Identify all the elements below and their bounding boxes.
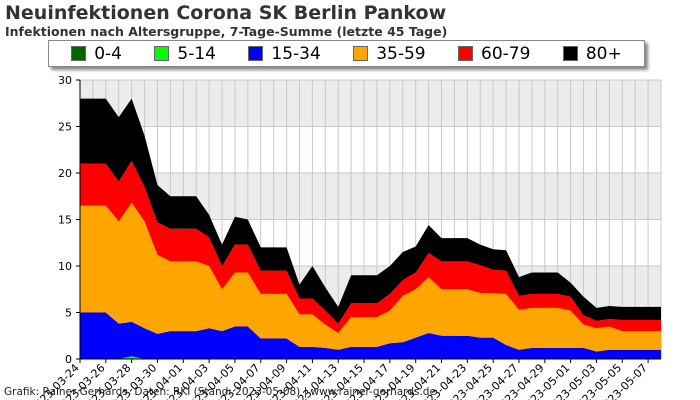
legend-item-35-59: 35-59 (353, 43, 426, 64)
legend-swatch (353, 46, 369, 61)
legend-swatch (154, 46, 170, 61)
area-series-15-34 (80, 312, 661, 359)
legend-item-5-14: 5-14 (154, 44, 216, 64)
legend-swatch (71, 46, 87, 61)
legend-label: 0-4 (94, 43, 122, 64)
y-tick-label: 20 (58, 167, 72, 180)
chart-legend: 0-4 5-14 15-34 35-59 60-79 80+ (48, 40, 645, 67)
legend-swatch (458, 46, 474, 61)
grid-band (80, 80, 661, 127)
y-tick-label: 15 (58, 214, 72, 227)
legend-label: 80+ (585, 43, 622, 64)
legend-label: 5-14 (177, 43, 216, 64)
legend-item-60-79: 60-79 (458, 44, 530, 64)
legend-item-80+: 80+ (562, 43, 622, 64)
y-tick-label: 25 (58, 121, 72, 134)
legend-swatch (248, 46, 264, 61)
chart-title: Neuinfektionen Corona SK Berlin Pankow (5, 2, 447, 24)
legend-label: 35-59 (376, 43, 426, 64)
y-tick-label: 30 (58, 74, 72, 87)
y-tick-label: 5 (65, 307, 72, 320)
area-series-60-79 (80, 160, 661, 333)
legend-label: 15-34 (271, 43, 321, 64)
y-tick-label: 10 (58, 260, 72, 273)
legend-swatch (562, 46, 578, 61)
y-tick-label: 0 (65, 353, 72, 366)
area-series-80+ (80, 98, 661, 324)
legend-item-0-4: 0-4 (71, 44, 122, 64)
legend-label: 60-79 (481, 43, 531, 64)
chart-footer: Grafik: Rainer Gerhards, Daten: RKI (Sta… (4, 386, 436, 398)
legend-item-15-34: 15-34 (248, 43, 321, 64)
chart-subtitle: Infektionen nach Altersgruppe, 7-Tage-Su… (5, 24, 448, 39)
area-series-35-59 (80, 202, 661, 352)
